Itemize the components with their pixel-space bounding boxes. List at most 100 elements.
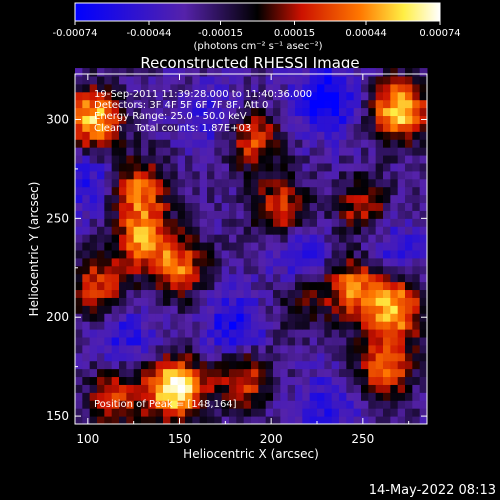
heatmap-cell [170, 281, 179, 291]
heatmap-cell [192, 352, 201, 362]
heatmap-cell [412, 123, 421, 132]
heatmap-cell [405, 178, 413, 188]
heatmap-cell [207, 384, 215, 393]
heatmap-cell [126, 75, 135, 85]
heatmap-cell [89, 400, 98, 409]
heatmap-cell [412, 68, 421, 77]
heatmap-cell [368, 344, 377, 354]
heatmap-cell [397, 265, 406, 275]
heatmap-cell [97, 147, 105, 156]
heatmap-cell [236, 329, 245, 338]
heatmap-cell [89, 170, 98, 180]
heatmap-cell [368, 289, 377, 298]
heatmap-cell [280, 139, 289, 148]
heatmap-cell [346, 202, 355, 211]
heatmap-cell [302, 416, 311, 425]
heatmap-cell [163, 352, 171, 362]
heatmap-cell [192, 265, 201, 275]
heatmap-cell [104, 123, 113, 132]
heatmap-cell [331, 313, 340, 322]
heatmap-cell [251, 368, 259, 378]
heatmap-cell [287, 139, 296, 148]
heatmap-cell [221, 170, 230, 180]
heatmap-cell [214, 249, 223, 259]
heatmap-cell [390, 376, 399, 385]
heatmap-cell [221, 178, 230, 188]
heatmap-cell [331, 376, 340, 385]
heatmap-cell [273, 360, 281, 370]
heatmap-cell [229, 249, 237, 259]
heatmap-cell [185, 289, 193, 298]
heatmap-cell [119, 139, 127, 148]
heatmap-cell [390, 257, 399, 267]
heatmap-cell [287, 392, 296, 401]
heatmap-cell [119, 147, 127, 156]
heatmap-cell [295, 147, 303, 156]
heatmap-cell [119, 384, 127, 393]
heatmap-cell [97, 75, 105, 85]
heatmap-cell [199, 376, 208, 385]
heatmap-cell [133, 360, 142, 370]
heatmap-cell [229, 400, 237, 409]
heatmap-cell [331, 344, 340, 354]
heatmap-cell [82, 202, 91, 211]
heatmap-cell [302, 376, 311, 385]
heatmap-cell [207, 234, 215, 243]
heatmap-cell [75, 75, 83, 85]
heatmap-cell [104, 155, 113, 164]
heatmap-cell [163, 336, 171, 346]
heatmap-cell [331, 360, 340, 370]
heatmap-cell [265, 155, 274, 164]
heatmap-cell [177, 99, 186, 109]
heatmap-cell [353, 218, 362, 227]
heatmap-cell [309, 218, 318, 227]
heatmap-cell [258, 83, 267, 93]
heatmap-cell [265, 408, 274, 417]
heatmap-cell [419, 131, 428, 140]
heatmap-cell [361, 186, 369, 196]
heatmap-cell [346, 368, 355, 378]
heatmap-cell [236, 257, 245, 267]
heatmap-cell [405, 68, 413, 77]
heatmap-cell [346, 170, 355, 180]
heatmap-cell [317, 226, 325, 235]
heatmap-cell [163, 257, 171, 267]
heatmap-cell [82, 68, 91, 77]
heatmap-cell [353, 194, 362, 204]
heatmap-cell [111, 384, 120, 393]
heatmap-cell [119, 170, 127, 180]
heatmap-cell [390, 155, 399, 164]
heatmap-cell [397, 115, 406, 124]
heatmap-cell [111, 416, 120, 425]
heatmap-cell [141, 194, 149, 204]
heatmap-cell [309, 265, 318, 275]
heatmap-cell [405, 329, 413, 338]
heatmap-cell [390, 91, 399, 101]
heatmap-cell [148, 210, 157, 219]
heatmap-cell [361, 210, 369, 219]
heatmap-cell [185, 257, 193, 267]
colorbar-unit-label: (photons cm⁻² s⁻¹ asec⁻²) [193, 41, 322, 52]
heatmap-cell [163, 400, 171, 409]
heatmap-cell [133, 376, 142, 385]
heatmap-cell [361, 147, 369, 156]
heatmap-cell [419, 336, 428, 346]
colorbar-tick-label: -0.00074 [53, 28, 98, 39]
heatmap-cell [324, 297, 333, 306]
heatmap-cell [126, 297, 135, 306]
heatmap-cell [177, 75, 186, 85]
heatmap-cell [405, 170, 413, 180]
heatmap-cell [280, 115, 289, 124]
heatmap-cell [273, 416, 281, 425]
heatmap-cell [133, 202, 142, 211]
heatmap-cell [412, 416, 421, 425]
heatmap-cell [383, 329, 391, 338]
heatmap-cell [199, 384, 208, 393]
heatmap-cell [258, 360, 267, 370]
heatmap-cell [265, 273, 274, 283]
heatmap-cell [368, 249, 377, 259]
heatmap-cell [265, 194, 274, 204]
heatmap-cell [229, 336, 237, 346]
heatmap-cell [126, 321, 135, 330]
heatmap-cell [265, 170, 274, 180]
